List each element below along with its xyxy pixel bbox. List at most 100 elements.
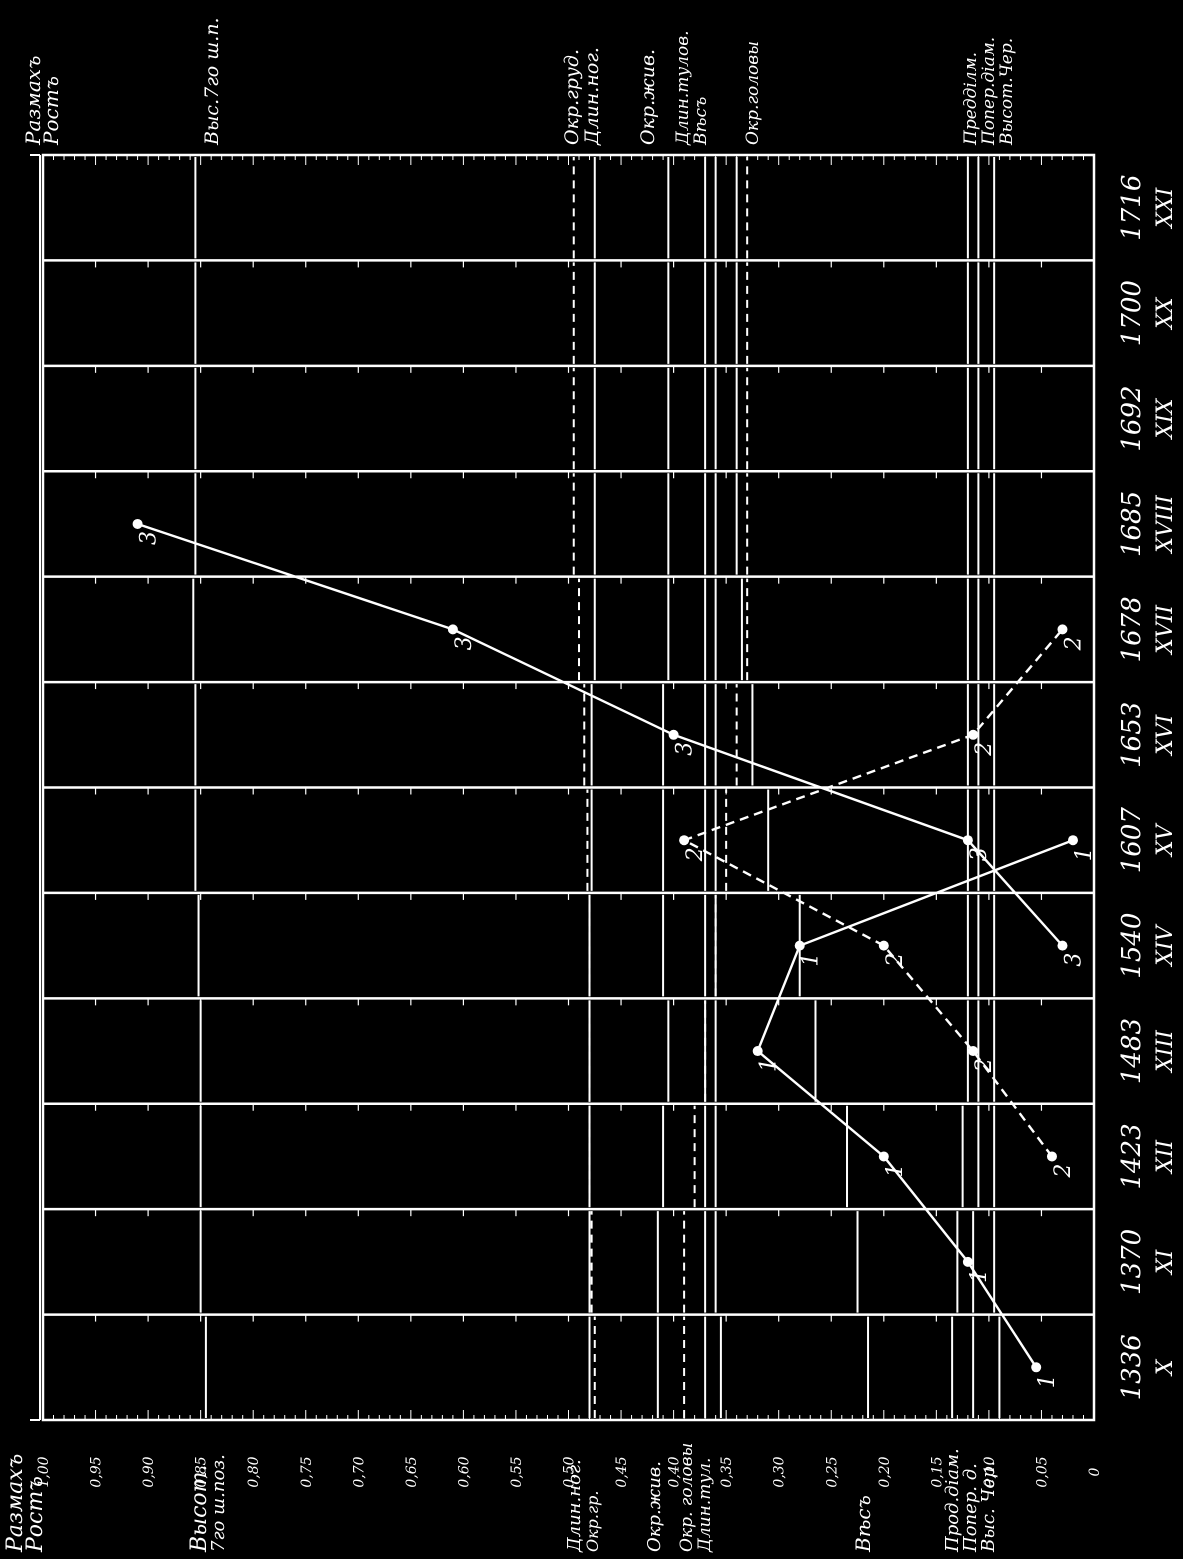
series-marker-label: 1: [1035, 1374, 1060, 1388]
category-height-label: 1540: [1117, 913, 1147, 979]
bottom-labels: Размахъ Ростъ Высот. 7го ш.поз. Длин.ног…: [3, 1443, 999, 1553]
category-roman-label: XVII: [1153, 604, 1178, 656]
label-okr-zhiv-right: Окр.жив.: [637, 49, 659, 145]
value-tick-label: 0,35: [719, 1456, 735, 1487]
series-point-2: [968, 1046, 979, 1057]
value-tick-label: 0,15: [929, 1456, 945, 1487]
category-roman-label: XVI: [1153, 713, 1178, 757]
series-marker-label: 3: [1061, 953, 1086, 967]
measure-lines: [192, 157, 1001, 1418]
label-vysot-sub: 7го ш.поз.: [208, 1454, 229, 1552]
category-roman-label: XV: [1153, 822, 1178, 858]
label-vys7-right: Выс.7го ш.п.: [201, 17, 223, 146]
category-height-label: 1692: [1117, 385, 1147, 451]
value-tick-label: 0,80: [246, 1456, 262, 1487]
value-tick-label: 0,20: [877, 1456, 893, 1487]
category-roman-label: XIX: [1153, 397, 1178, 440]
series-lines: 1 1 1 1 1 1 2 2 2 2 2 2 3 3 3 3 3: [132, 518, 1097, 1388]
series-marker-label: 2: [1051, 1163, 1076, 1178]
label-prod-diam-left: Прод.діам.: [942, 1448, 963, 1553]
value-tick-label: 0,95: [89, 1456, 105, 1487]
category-height-label: 1685: [1117, 491, 1147, 557]
series-point-3: [1057, 940, 1068, 951]
grid: [30, 153, 1096, 1422]
category-roman-label: XVIII: [1153, 494, 1178, 555]
label-vysot-cher-right: Высот.Чер.: [997, 38, 1017, 146]
category-height-label: 1653: [1117, 702, 1147, 768]
series-marker-label: 1: [967, 1269, 992, 1283]
series-point-3: [447, 624, 458, 635]
series-marker-label: 3: [673, 742, 698, 756]
top-labels: Размахъ Ростъ Выс.7го ш.п. Окр.груд. Дли…: [21, 17, 1017, 146]
label-okr-grud-right: Окр.груд.: [561, 49, 583, 145]
series-marker-label: 3: [452, 636, 477, 650]
value-tick-label: 0,05: [1034, 1456, 1050, 1487]
category-roman-label: XX: [1153, 296, 1178, 331]
label-dlin-tulov-right: Длин.тулов.: [673, 30, 693, 146]
series-marker-label: 1: [1072, 847, 1097, 861]
category-roman-label: X: [1153, 1358, 1178, 1377]
label-razmah-left: Размахъ: [3, 1454, 28, 1553]
value-tick-label: 0,10: [982, 1456, 998, 1487]
series-marker-label: 1: [757, 1058, 782, 1072]
label-okr-golovy-left: Окр. головы: [677, 1443, 697, 1552]
series-marker-label: 3: [137, 531, 162, 545]
category-axis: 1336 X 1370 XI 1423 XII 1483 XIII 1540 XIV 1607 XV 1…: [1117, 175, 1178, 1401]
series-point-1: [752, 1046, 763, 1057]
value-tick-label: 0,85: [194, 1456, 210, 1487]
category-height-label: 1607: [1117, 807, 1147, 874]
category-roman-label: XI: [1153, 1248, 1178, 1276]
label-dlin-tul-left: Длин.тул.: [695, 1458, 715, 1553]
category-roman-label: XIII: [1153, 1029, 1178, 1074]
value-tick-label: 0,75: [299, 1456, 315, 1487]
label-poper-diam-right: Попер.діам.: [979, 37, 999, 146]
label-dlin-nog-left: Длин.ног.: [564, 1459, 585, 1553]
value-tick-label: 0,40: [667, 1456, 683, 1487]
label-okr-gr-left: Окр.гр.: [583, 1491, 602, 1552]
category-height-label: 1483: [1117, 1018, 1147, 1084]
category-height-label: 1716: [1117, 175, 1147, 241]
value-tick-label: 0,30: [772, 1456, 788, 1487]
series-marker-label: 1: [883, 1163, 908, 1177]
label-vys-cher-left: Выс. Чер.: [978, 1461, 999, 1553]
label-poper-d-left: Попер. д.: [960, 1463, 981, 1553]
label-pred-diam-right: Предділм.: [961, 52, 981, 146]
category-height-label: 1678: [1117, 596, 1147, 662]
series-marker-label: 2: [972, 742, 997, 757]
series-marker-label: 2: [972, 1058, 997, 1073]
series-point-3: [668, 729, 679, 740]
value-tick-label: 0,55: [509, 1456, 525, 1487]
value-tick-label: 1,00: [36, 1456, 52, 1487]
series-marker-label: 1: [799, 953, 824, 967]
value-axis: 1,00 0,95 0,90 0,85 0,80 0,75 0,70 0,65 0,60 0,55…: [36, 155, 1103, 1488]
value-tick-label: 0,60: [456, 1456, 472, 1487]
label-vysot: Высот.: [187, 1464, 212, 1553]
series-marker-label: 3: [967, 847, 992, 861]
series-marker-label: 2: [883, 953, 908, 968]
category-height-label: 1336: [1117, 1334, 1147, 1400]
label-okr-golovy-right: Окр.головы: [743, 41, 763, 145]
label-okr-zhiv-left: Окр.жив.: [644, 1461, 665, 1552]
category-roman-label: XXI: [1153, 186, 1178, 229]
value-tick-label: 0,65: [404, 1456, 420, 1487]
series-point-2: [878, 940, 889, 951]
label-rost-right: Ростъ: [39, 76, 63, 146]
value-tick-label: 0,50: [562, 1456, 578, 1487]
series-point-1: [1031, 1362, 1042, 1373]
label-razmah-right: Размахъ: [21, 56, 45, 146]
series-point-1: [794, 940, 805, 951]
series-point-3: [132, 518, 143, 529]
series-marker-label: 2: [1061, 636, 1086, 651]
series-point-3: [962, 835, 973, 846]
value-tick-label: 0,25: [824, 1456, 840, 1487]
value-tick-label: 0,45: [614, 1456, 630, 1487]
label-ves-right: Вѣсъ: [691, 97, 711, 146]
series-point-2: [1057, 624, 1068, 635]
left-brace: [30, 154, 41, 1421]
value-tick-label: 0,70: [351, 1456, 367, 1487]
label-rost-left: Ростъ: [23, 1476, 48, 1553]
series-point-2: [1046, 1151, 1057, 1162]
series-line-2: [681, 628, 1064, 1158]
category-height-label: 1423: [1117, 1123, 1147, 1189]
